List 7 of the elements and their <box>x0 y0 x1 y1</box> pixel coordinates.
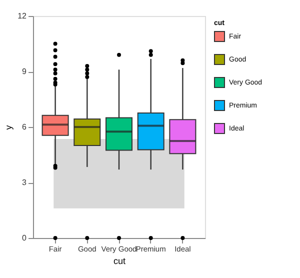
y-axis-title: y <box>4 124 14 130</box>
y-tick-label: 9 <box>22 67 28 76</box>
y-tick-label: 6 <box>22 122 28 132</box>
y-tick-label: 3 <box>22 178 28 187</box>
y-tick-label: 12 <box>18 12 28 20</box>
x-axis-title: cut <box>113 256 126 266</box>
y-tick-label: 0 <box>22 234 28 242</box>
